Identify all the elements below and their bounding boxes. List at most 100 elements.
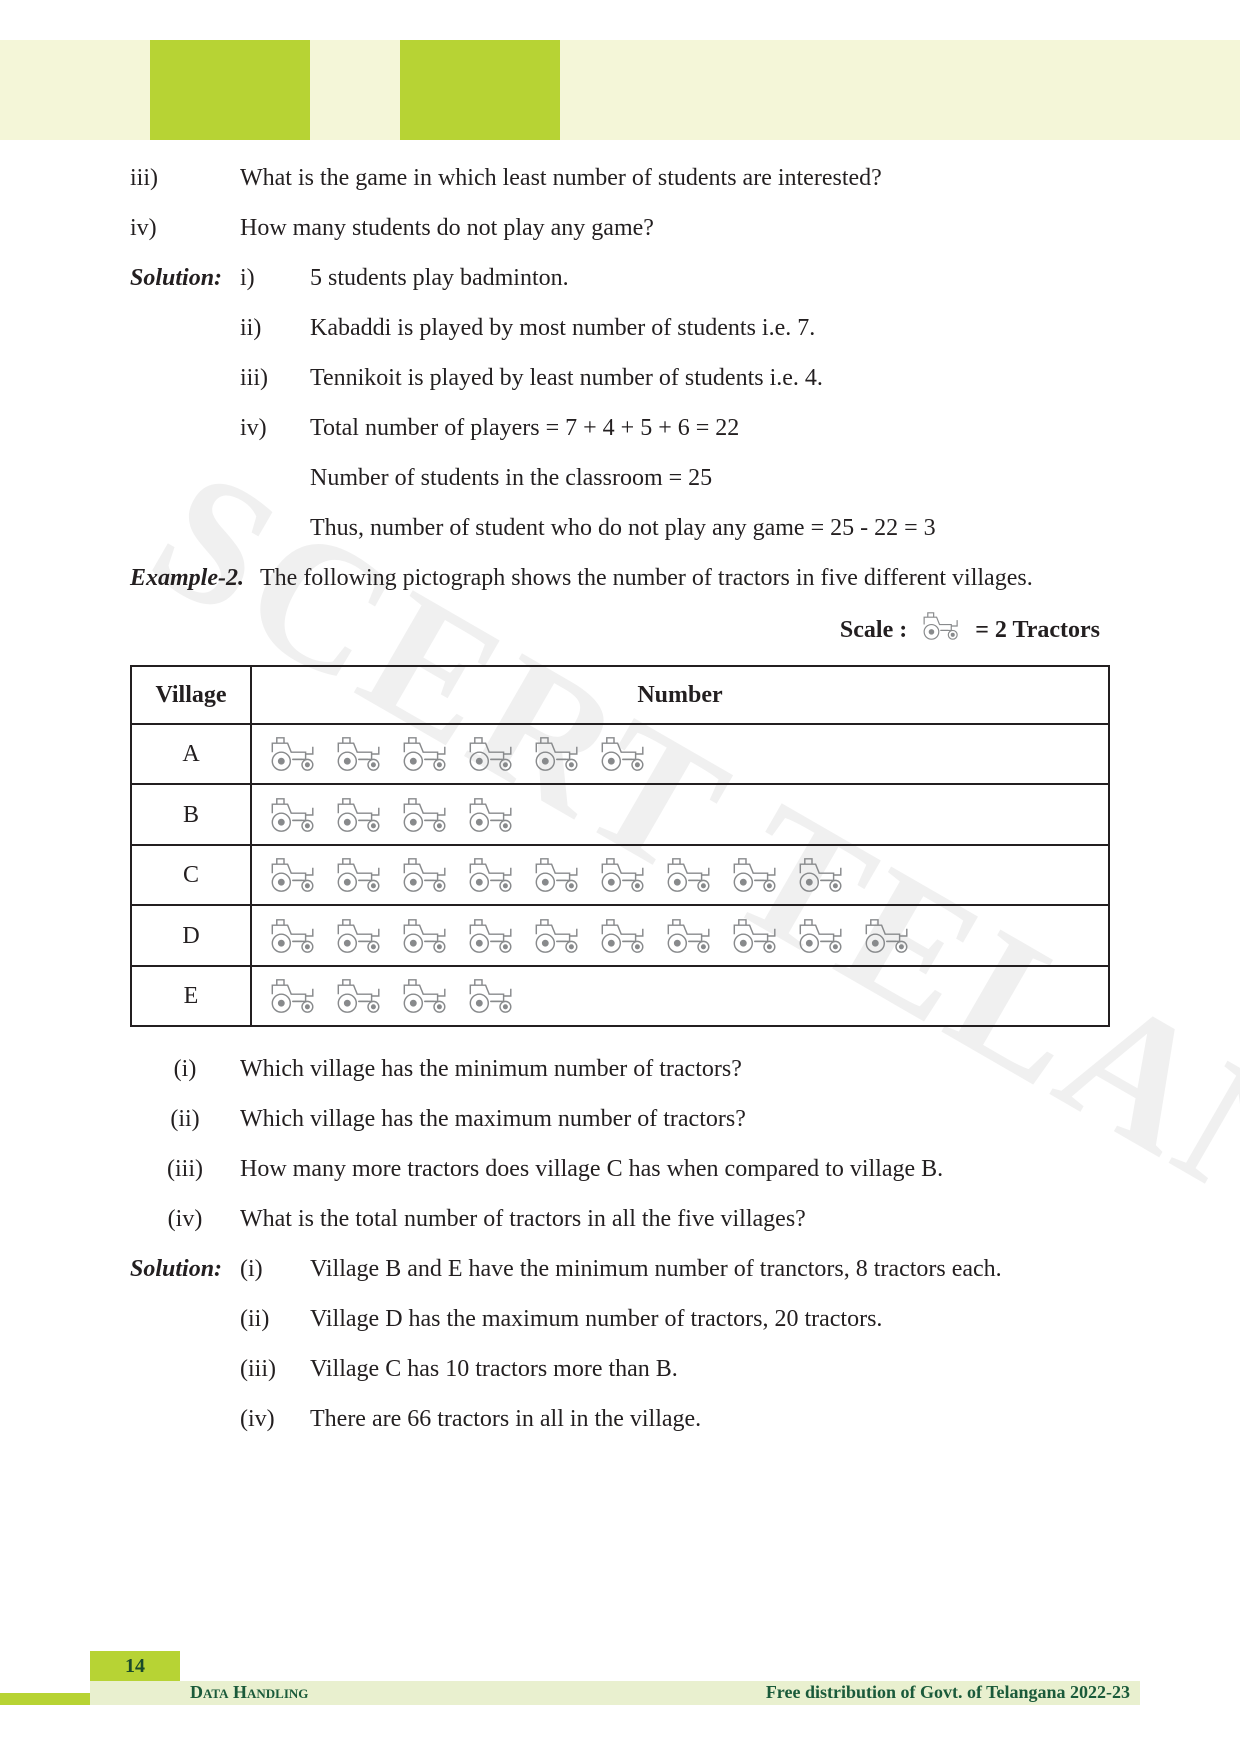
solution-row: Solution: i) 5 students play badminton. bbox=[130, 260, 1110, 296]
tractor-icon bbox=[332, 856, 386, 894]
question-num: (iii) bbox=[130, 1151, 240, 1187]
solution-num: (iv) bbox=[240, 1401, 310, 1437]
tractor-icon bbox=[332, 917, 386, 955]
solution-num: (i) bbox=[240, 1251, 310, 1287]
pictograph-cell bbox=[251, 784, 1109, 844]
table-header-number: Number bbox=[251, 666, 1109, 724]
table-row: D bbox=[131, 905, 1109, 965]
table-row: A bbox=[131, 724, 1109, 784]
spacer bbox=[130, 310, 240, 346]
solution-text: Thus, number of student who do not play … bbox=[310, 510, 1110, 546]
solution-num: (iii) bbox=[240, 1351, 310, 1387]
tractor-icon bbox=[332, 977, 386, 1015]
tractor-icon bbox=[266, 856, 320, 894]
tractor-icon bbox=[794, 917, 848, 955]
table-header-village: Village bbox=[131, 666, 251, 724]
spacer bbox=[130, 460, 240, 496]
tractor-icon bbox=[266, 977, 320, 1015]
tractor-icon bbox=[530, 917, 584, 955]
example-label: Example-2. bbox=[130, 560, 260, 596]
tractor-icon bbox=[530, 856, 584, 894]
solution-text: Village B and E have the minimum number … bbox=[310, 1251, 1110, 1287]
tractor-icon bbox=[596, 856, 650, 894]
tractor-icon bbox=[398, 977, 452, 1015]
question-item: iv) How many students do not play any ga… bbox=[130, 210, 1110, 246]
table-row: E bbox=[131, 966, 1109, 1026]
solution-row: iv) Total number of players = 7 + 4 + 5 … bbox=[130, 410, 1110, 446]
question-text: Which village has the maximum number of … bbox=[240, 1101, 1110, 1137]
tractor-icon bbox=[794, 856, 848, 894]
question-num: (ii) bbox=[130, 1101, 240, 1137]
spacer bbox=[130, 410, 240, 446]
village-cell: C bbox=[131, 845, 251, 905]
question-num: iii) bbox=[130, 160, 240, 196]
village-cell: A bbox=[131, 724, 251, 784]
tractor-icon bbox=[662, 917, 716, 955]
tractor-icon bbox=[332, 796, 386, 834]
solution-label: Solution: bbox=[130, 260, 240, 296]
pictograph-scale: Scale : = 2 Tractors bbox=[130, 610, 1100, 653]
solution-text: There are 66 tractors in all in the vill… bbox=[310, 1401, 1110, 1437]
question-text: What is the total number of tractors in … bbox=[240, 1201, 1110, 1237]
solution-num: iv) bbox=[240, 410, 310, 446]
page-number: 14 bbox=[90, 1651, 180, 1681]
village-cell: D bbox=[131, 905, 251, 965]
solution-row: (iv) There are 66 tractors in all in the… bbox=[130, 1401, 1110, 1437]
pictograph-cell bbox=[251, 966, 1109, 1026]
example-text: The following pictograph shows the numbe… bbox=[260, 560, 1110, 596]
question-num: iv) bbox=[130, 210, 240, 246]
question-text: How many more tractors does village C ha… bbox=[240, 1151, 1110, 1187]
tractor-icon bbox=[662, 856, 716, 894]
tractor-icon bbox=[266, 917, 320, 955]
solution-row: ii) Kabaddi is played by most number of … bbox=[130, 310, 1110, 346]
table-row: C bbox=[131, 845, 1109, 905]
tractor-icon bbox=[266, 796, 320, 834]
tractor-icon bbox=[596, 917, 650, 955]
header-block-2 bbox=[400, 40, 560, 140]
spacer bbox=[130, 1301, 240, 1337]
tractor-icon bbox=[398, 856, 452, 894]
tractor-icon bbox=[464, 977, 518, 1015]
solution-num: (ii) bbox=[240, 1301, 310, 1337]
question-num: (i) bbox=[130, 1051, 240, 1087]
question-item: iii) What is the game in which least num… bbox=[130, 160, 1110, 196]
spacer bbox=[130, 360, 240, 396]
tractor-icon bbox=[464, 796, 518, 834]
table-row: B bbox=[131, 784, 1109, 844]
tractor-icon bbox=[398, 735, 452, 773]
pictograph-table: Village Number ABCDE bbox=[130, 665, 1110, 1027]
pictograph-cell bbox=[251, 905, 1109, 965]
solution-num: i) bbox=[240, 260, 310, 296]
solution-text: Kabaddi is played by most number of stud… bbox=[310, 310, 1110, 346]
tractor-icon bbox=[398, 917, 452, 955]
village-cell: E bbox=[131, 966, 251, 1026]
solution-num: ii) bbox=[240, 310, 310, 346]
solution-row: Solution: (i) Village B and E have the m… bbox=[130, 1251, 1110, 1287]
spacer bbox=[130, 1401, 240, 1437]
solution-text: Total number of players = 7 + 4 + 5 + 6 … bbox=[310, 410, 1110, 446]
tractor-icon bbox=[596, 735, 650, 773]
solution-text: Tennikoit is played by least number of s… bbox=[310, 360, 1110, 396]
scale-suffix: = 2 Tractors bbox=[975, 617, 1100, 643]
solution-num: iii) bbox=[240, 360, 310, 396]
pictograph-cell bbox=[251, 845, 1109, 905]
question-text: What is the game in which least number o… bbox=[240, 160, 1110, 196]
table-header-row: Village Number bbox=[131, 666, 1109, 724]
tractor-icon bbox=[398, 796, 452, 834]
solution-row: (ii) Village D has the maximum number of… bbox=[130, 1301, 1110, 1337]
chapter-title: Data Handling bbox=[190, 1682, 308, 1703]
village-cell: B bbox=[131, 784, 251, 844]
solution-text: 5 students play badminton. bbox=[310, 260, 1110, 296]
tractor-icon bbox=[860, 917, 914, 955]
tractor-icon bbox=[919, 610, 963, 653]
page-content: iii) What is the game in which least num… bbox=[130, 160, 1110, 1451]
tractor-icon bbox=[464, 856, 518, 894]
tractor-icon bbox=[728, 917, 782, 955]
solution-row: Thus, number of student who do not play … bbox=[130, 510, 1110, 546]
spacer bbox=[240, 510, 310, 546]
solution-text: Number of students in the classroom = 25 bbox=[310, 460, 1110, 496]
footer-stripe bbox=[0, 1693, 90, 1705]
tractor-icon bbox=[266, 735, 320, 773]
solution-text: Village D has the maximum number of trac… bbox=[310, 1301, 1110, 1337]
header-block-1 bbox=[150, 40, 310, 140]
